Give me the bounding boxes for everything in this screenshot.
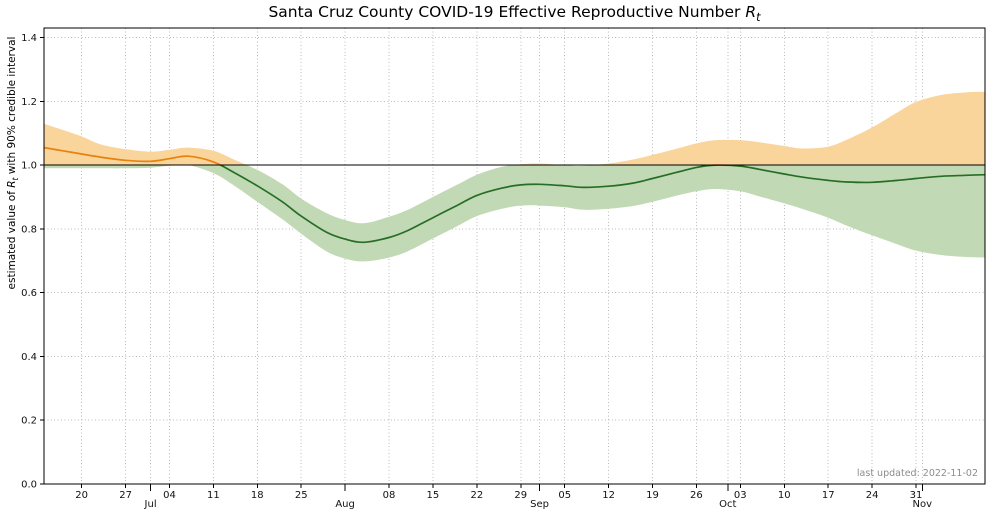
svg-text:26: 26 [690, 490, 703, 501]
svg-text:17: 17 [822, 490, 835, 501]
svg-text:0.4: 0.4 [21, 352, 37, 363]
y-axis-label-prefix: estimated value of [6, 187, 18, 290]
svg-text:15: 15 [427, 490, 440, 501]
svg-text:19: 19 [646, 490, 659, 501]
svg-text:0.0: 0.0 [21, 480, 37, 491]
svg-text:22: 22 [471, 490, 484, 501]
svg-text:0.8: 0.8 [21, 224, 37, 235]
svg-text:04: 04 [163, 490, 176, 501]
chart-title: Santa Cruz County COVID-19 Effective Rep… [44, 3, 985, 24]
rt-mean-line-above-one [44, 146, 739, 166]
svg-text:10: 10 [778, 490, 791, 501]
y-axis-label: estimated value of Rt with 90% credible … [6, 13, 20, 313]
svg-text:Sep: Sep [530, 499, 549, 510]
svg-text:Nov: Nov [913, 499, 933, 510]
grid-lines [44, 28, 985, 485]
rt-mean-line-below-one [218, 165, 985, 244]
svg-text:11: 11 [207, 490, 220, 501]
svg-text:24: 24 [866, 490, 879, 501]
svg-text:0.2: 0.2 [21, 416, 37, 427]
svg-text:1.0: 1.0 [21, 161, 37, 172]
axes-frame [43, 27, 986, 485]
svg-text:18: 18 [251, 490, 264, 501]
svg-text:Jul: Jul [144, 499, 157, 510]
rt-symbol: Rt [745, 3, 761, 25]
svg-text:03: 03 [734, 490, 747, 501]
svg-text:Aug: Aug [335, 499, 355, 510]
svg-text:12: 12 [602, 490, 615, 501]
credible-band-above-one [44, 91, 985, 166]
rt-symbol: Rt [6, 177, 21, 188]
svg-text:08: 08 [383, 490, 396, 501]
svg-text:31: 31 [910, 490, 923, 501]
svg-text:05: 05 [558, 490, 571, 501]
y-axis-label-suffix: with 90% credible interval [6, 36, 18, 178]
svg-text:29: 29 [514, 490, 527, 501]
svg-text:1.2: 1.2 [21, 97, 37, 108]
svg-text:20: 20 [75, 490, 88, 501]
chart-title-text: Santa Cruz County COVID-19 Effective Rep… [268, 3, 746, 21]
svg-text:0.6: 0.6 [21, 288, 37, 299]
credible-band-below-one [44, 165, 985, 262]
tick-marks [40, 37, 923, 491]
last-updated-note: last updated: 2022-11-02 [856, 468, 978, 479]
svg-text:25: 25 [295, 490, 308, 501]
svg-text:Oct: Oct [719, 499, 736, 510]
svg-text:1.4: 1.4 [21, 33, 37, 44]
svg-text:27: 27 [119, 490, 132, 501]
tick-labels: 0.0 0.2 0.4 0.6 0.8 1.0 1.2 1.4 20 27 04 11 18 25 08 15… [21, 33, 932, 510]
